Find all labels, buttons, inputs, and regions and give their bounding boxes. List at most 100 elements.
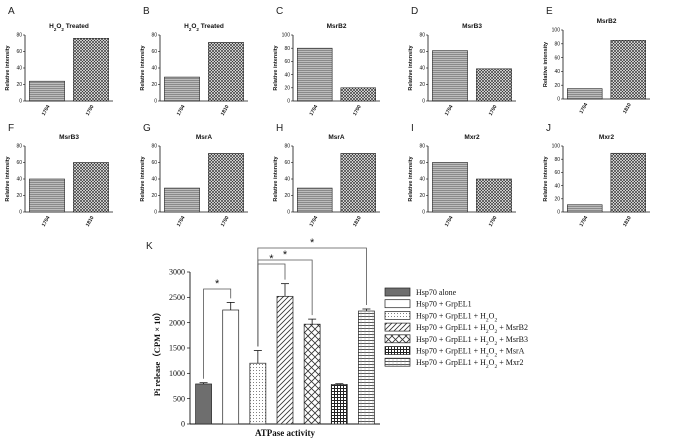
significance-star: *: [283, 249, 288, 261]
y-tick-label: 0: [287, 210, 290, 216]
panel-label: H: [276, 123, 283, 134]
x-tick-label: 1700: [352, 104, 363, 117]
y-tick-label: 80: [16, 144, 22, 150]
y-tick-label: 40: [16, 177, 22, 183]
panel-title: MsrA: [196, 134, 213, 141]
y-tick-label: 20: [554, 83, 560, 89]
small-panels: A H2O2 Treated 0 20 40 60 80 Relative intensity…: [5, 6, 650, 228]
y-axis-label: Relative intensity: [543, 155, 549, 201]
panel-f: F MsrB3 0 20 40 60 80 Relative intensity 1704 181…: [5, 123, 113, 228]
panel-h: H MsrA 0 20 40 60 80 Relative intensity 1704 1810: [273, 123, 380, 228]
legend-item: Hsp70 + GrpEL1 + H2O2: [384, 311, 497, 323]
y-tick-label: 100: [552, 28, 561, 34]
legend-label: Hsp70 + GrpEL1 + H2O2 + MsrA: [416, 347, 525, 359]
panel-title: MsrB3: [59, 134, 79, 141]
x-tick-label: 1810: [85, 215, 96, 228]
bar-6: [330, 384, 348, 425]
y-tick-label: 60: [554, 170, 560, 176]
y-axis-label: Relative intensity: [543, 41, 549, 87]
y-tick-label: 20: [16, 82, 22, 88]
bar-1700: [208, 153, 244, 213]
bar-4: [276, 295, 294, 425]
panel-d: D MsrB3 0 20 40 60 80 Relative intensity 1704 170…: [408, 6, 516, 117]
y-tick-label: 20: [16, 193, 22, 199]
x-tick-label: 1810: [220, 104, 231, 117]
y-tick-label: 0: [557, 210, 560, 216]
panel-label: E: [546, 6, 553, 17]
y-tick-label: 40: [151, 66, 157, 72]
y-axis-label: Relative intensity: [5, 155, 11, 201]
bar-1: [195, 383, 212, 425]
panel-b: B H2O2 Treated 0 20 40 60 80 Relative intensity…: [140, 6, 248, 117]
bar-3: [249, 362, 267, 425]
x-tick-label: 1704: [579, 102, 590, 115]
legend-item: Hsp70 + GrpEL1 + H2O2 + MsrA: [384, 346, 525, 359]
panel-title: H2O2 Treated: [184, 23, 224, 32]
panel-label: B: [143, 6, 150, 17]
y-tick-label: 80: [151, 144, 157, 150]
y-tick-label: 500: [173, 394, 185, 403]
panel-label: J: [546, 123, 551, 134]
bar-1704: [29, 178, 65, 213]
legend-item: Hsp70 + GrpEL1 + H2O2 + MsrB3: [384, 334, 528, 347]
y-axis-label: Relative intensity: [273, 44, 279, 90]
panel-title: Mxr2: [599, 134, 615, 141]
legend-swatch: [384, 287, 411, 297]
legend-swatch: [384, 357, 411, 367]
y-tick-label: 80: [16, 33, 22, 39]
y-tick-label: 40: [284, 177, 290, 183]
y-tick-label: 100: [552, 144, 561, 150]
panel-title: MsrB2: [597, 18, 617, 25]
y-tick-label: 0: [287, 99, 290, 105]
y-tick-label: 60: [284, 160, 290, 166]
legend: Hsp70 alone Hsp70 + GrpEL1 Hsp70 + GrpEL1 …: [384, 287, 528, 370]
y-tick-label: 20: [151, 82, 157, 88]
panel-label: F: [8, 123, 14, 134]
panel-i: I Mxr2 0 20 40 60 80 Relative intensity 1704 1700: [408, 123, 516, 228]
y-tick-label: 80: [554, 157, 560, 163]
legend-item: Hsp70 alone: [384, 287, 457, 297]
bar-1704: [29, 80, 65, 102]
y-tick-label: 60: [16, 49, 22, 55]
legend-label: Hsp70 + GrpEL1 + H2O2 + MsrB3: [416, 335, 528, 347]
panel-label: C: [276, 6, 283, 17]
legend-label: Hsp70 + GrpEL1 + H2O2 + MsrB2: [416, 323, 528, 335]
x-tick-label: 1700: [85, 104, 96, 117]
panel-label: G: [143, 123, 151, 134]
x-tick-label: 1700: [488, 215, 499, 228]
significance-star: *: [310, 237, 315, 249]
y-tick-label: 60: [419, 49, 425, 55]
y-tick-label: 80: [554, 42, 560, 48]
panel-label: A: [8, 6, 15, 17]
y-tick-label: 20: [151, 193, 157, 199]
bar-1700: [476, 178, 512, 213]
bar-1704: [297, 187, 333, 213]
y-tick-label: 60: [151, 49, 157, 55]
y-tick-label: 80: [151, 33, 157, 39]
y-tick-label: 40: [151, 177, 157, 183]
x-axis-label: ATPase activity: [255, 428, 316, 438]
x-tick-label: 1704: [579, 215, 590, 228]
x-tick-label: 1704: [309, 215, 320, 228]
legend-swatch: [384, 311, 411, 320]
y-tick-label: 0: [422, 210, 425, 216]
bar-1704: [297, 47, 333, 102]
bar-1700: [340, 87, 376, 102]
x-tick-label: 1810: [622, 102, 633, 115]
y-tick-label: 3000: [169, 268, 185, 277]
y-tick-label: 2000: [169, 318, 185, 327]
y-tick-label: 0: [154, 99, 157, 105]
x-tick-label: 1704: [444, 104, 455, 117]
legend-swatch: [384, 322, 411, 332]
panel-title: MsrB2: [327, 23, 347, 30]
y-tick-label: 20: [419, 82, 425, 88]
panel-title: MsrA: [328, 134, 345, 141]
x-tick-label: 1704: [444, 215, 455, 228]
significance-bracket: *: [257, 237, 367, 347]
bar-1704: [164, 187, 200, 213]
y-tick-label: 60: [284, 59, 290, 65]
y-tick-label: 0: [19, 99, 22, 105]
bar-2: [222, 309, 240, 425]
